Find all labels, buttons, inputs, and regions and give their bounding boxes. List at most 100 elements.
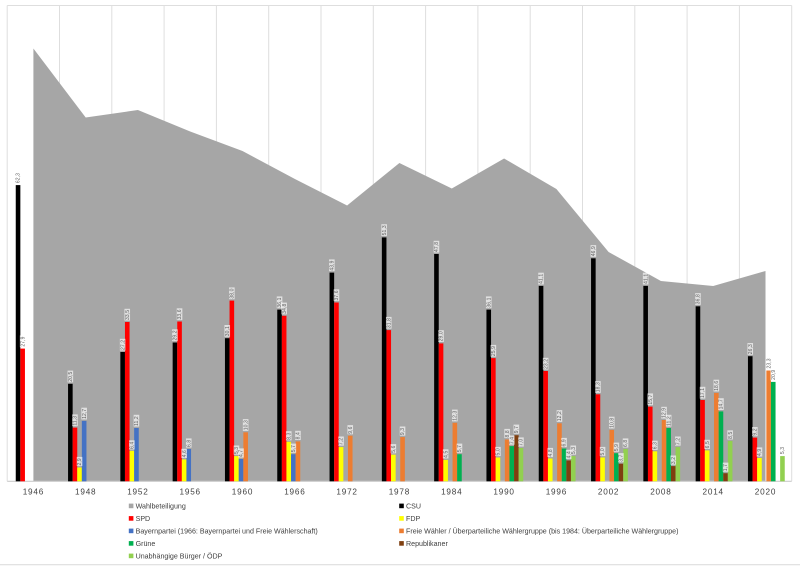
svg-text:10,3: 10,3 bbox=[243, 420, 249, 430]
svg-text:12,3: 12,3 bbox=[452, 411, 458, 421]
svg-text:5,7: 5,7 bbox=[457, 445, 463, 452]
svg-text:33,5: 33,5 bbox=[125, 310, 131, 320]
svg-text:31,8: 31,8 bbox=[386, 318, 392, 328]
svg-text:9,3: 9,3 bbox=[400, 428, 406, 435]
svg-text:6,4: 6,4 bbox=[129, 442, 135, 449]
svg-text:36,1: 36,1 bbox=[486, 297, 492, 307]
svg-text:5,0: 5,0 bbox=[496, 448, 502, 455]
svg-text:62,3: 62,3 bbox=[16, 173, 22, 183]
svg-text:27,9: 27,9 bbox=[20, 336, 26, 346]
svg-text:4,6: 4,6 bbox=[182, 450, 188, 457]
svg-text:Wahlbeteiligung: Wahlbeteiligung bbox=[136, 503, 186, 511]
svg-text:51,3: 51,3 bbox=[382, 225, 388, 235]
svg-text:7,2: 7,2 bbox=[675, 438, 681, 445]
svg-text:41,1: 41,1 bbox=[643, 274, 649, 284]
svg-text:2002: 2002 bbox=[598, 488, 619, 497]
svg-text:4,8: 4,8 bbox=[548, 449, 554, 456]
svg-text:1946: 1946 bbox=[23, 488, 44, 497]
svg-text:29,0: 29,0 bbox=[439, 331, 445, 341]
svg-text:1948: 1948 bbox=[75, 488, 96, 497]
svg-text:2008: 2008 bbox=[650, 488, 671, 497]
svg-text:11,2: 11,2 bbox=[134, 416, 140, 426]
svg-text:1956: 1956 bbox=[179, 488, 200, 497]
svg-text:25,9: 25,9 bbox=[491, 346, 497, 356]
svg-text:10,8: 10,8 bbox=[609, 418, 615, 428]
svg-text:5,3: 5,3 bbox=[571, 447, 577, 454]
svg-text:Unabhängige Bürger / ÖDP: Unabhängige Bürger / ÖDP bbox=[136, 553, 223, 561]
svg-text:1984: 1984 bbox=[441, 488, 462, 497]
svg-text:8,3: 8,3 bbox=[286, 432, 292, 439]
svg-text:11,2: 11,2 bbox=[666, 416, 672, 426]
svg-text:4,9: 4,9 bbox=[757, 449, 763, 456]
svg-text:1978: 1978 bbox=[389, 488, 410, 497]
svg-text:37,6: 37,6 bbox=[334, 290, 340, 300]
svg-text:12,2: 12,2 bbox=[557, 411, 563, 421]
svg-text:4,4: 4,4 bbox=[566, 451, 572, 458]
svg-text:1952: 1952 bbox=[127, 488, 148, 497]
svg-text:18,3: 18,3 bbox=[596, 382, 602, 392]
svg-text:5,3: 5,3 bbox=[780, 447, 786, 454]
svg-text:CSU: CSU bbox=[406, 503, 421, 511]
svg-text:3,2: 3,2 bbox=[671, 457, 677, 464]
svg-text:12,7: 12,7 bbox=[82, 409, 88, 419]
svg-text:5,0: 5,0 bbox=[600, 448, 606, 455]
svg-text:2020: 2020 bbox=[755, 488, 776, 497]
svg-text:6,3: 6,3 bbox=[652, 442, 658, 449]
svg-text:7,0: 7,0 bbox=[519, 439, 525, 446]
svg-text:11,3: 11,3 bbox=[73, 416, 79, 426]
svg-text:5,9: 5,9 bbox=[614, 444, 620, 451]
svg-text:6,5: 6,5 bbox=[705, 441, 711, 448]
svg-text:1960: 1960 bbox=[232, 488, 253, 497]
svg-text:20,5: 20,5 bbox=[68, 372, 74, 382]
svg-text:9,6: 9,6 bbox=[348, 426, 354, 433]
svg-text:5,3: 5,3 bbox=[234, 447, 240, 454]
svg-text:1966: 1966 bbox=[284, 488, 305, 497]
svg-text:47,8: 47,8 bbox=[434, 242, 440, 252]
svg-text:1,7: 1,7 bbox=[723, 464, 729, 471]
svg-text:8,8: 8,8 bbox=[505, 430, 511, 437]
svg-text:36,8: 36,8 bbox=[696, 294, 702, 304]
svg-text:4,7: 4,7 bbox=[239, 450, 245, 457]
svg-text:4,5: 4,5 bbox=[443, 451, 449, 458]
svg-text:Bayernpartei (1966: Bayernpart: Bayernpartei (1966: Bayernpartei und Fre… bbox=[136, 528, 318, 536]
svg-text:FDP: FDP bbox=[406, 515, 420, 523]
svg-text:20,9: 20,9 bbox=[771, 370, 777, 380]
svg-text:Republikaner: Republikaner bbox=[406, 540, 448, 548]
svg-text:7,2: 7,2 bbox=[339, 438, 345, 445]
svg-text:14,7: 14,7 bbox=[719, 399, 725, 409]
svg-text:7,4: 7,4 bbox=[509, 437, 515, 444]
svg-text:46,9: 46,9 bbox=[591, 246, 597, 256]
svg-text:26,3: 26,3 bbox=[748, 344, 754, 354]
svg-text:15,7: 15,7 bbox=[648, 394, 654, 404]
svg-text:33,6: 33,6 bbox=[177, 309, 183, 319]
svg-text:8,4: 8,4 bbox=[296, 432, 302, 439]
svg-text:9,2: 9,2 bbox=[752, 428, 758, 435]
svg-text:6,8: 6,8 bbox=[623, 440, 629, 447]
svg-text:1972: 1972 bbox=[336, 488, 357, 497]
svg-text:6,8: 6,8 bbox=[186, 440, 192, 447]
svg-text:2014: 2014 bbox=[702, 488, 723, 497]
svg-text:23,3: 23,3 bbox=[766, 358, 772, 368]
svg-text:1990: 1990 bbox=[493, 488, 514, 497]
svg-text:41,1: 41,1 bbox=[539, 274, 545, 284]
svg-text:34,8: 34,8 bbox=[282, 304, 288, 314]
svg-text:36,1: 36,1 bbox=[277, 297, 283, 307]
svg-text:3,7: 3,7 bbox=[619, 454, 625, 461]
svg-text:18,6: 18,6 bbox=[714, 381, 720, 391]
svg-text:43,9: 43,9 bbox=[329, 260, 335, 270]
svg-text:5,7: 5,7 bbox=[291, 445, 297, 452]
svg-text:12,9: 12,9 bbox=[662, 408, 668, 418]
svg-text:17,1: 17,1 bbox=[700, 388, 706, 398]
svg-text:30,1: 30,1 bbox=[225, 326, 231, 336]
svg-text:SPD: SPD bbox=[136, 515, 151, 523]
svg-text:5,6: 5,6 bbox=[391, 445, 397, 452]
svg-text:38,0: 38,0 bbox=[229, 288, 235, 298]
svg-text:9,7: 9,7 bbox=[514, 426, 520, 433]
svg-text:Grüne: Grüne bbox=[136, 540, 156, 548]
svg-text:2,9: 2,9 bbox=[77, 458, 83, 465]
svg-text:6,9: 6,9 bbox=[562, 439, 568, 446]
svg-text:29,2: 29,2 bbox=[173, 330, 179, 340]
svg-text:8,5: 8,5 bbox=[728, 432, 734, 439]
svg-text:27,2: 27,2 bbox=[120, 340, 126, 350]
svg-text:Freie Wähler / Überparteiliche: Freie Wähler / Überparteiliche Wählergru… bbox=[406, 528, 678, 536]
